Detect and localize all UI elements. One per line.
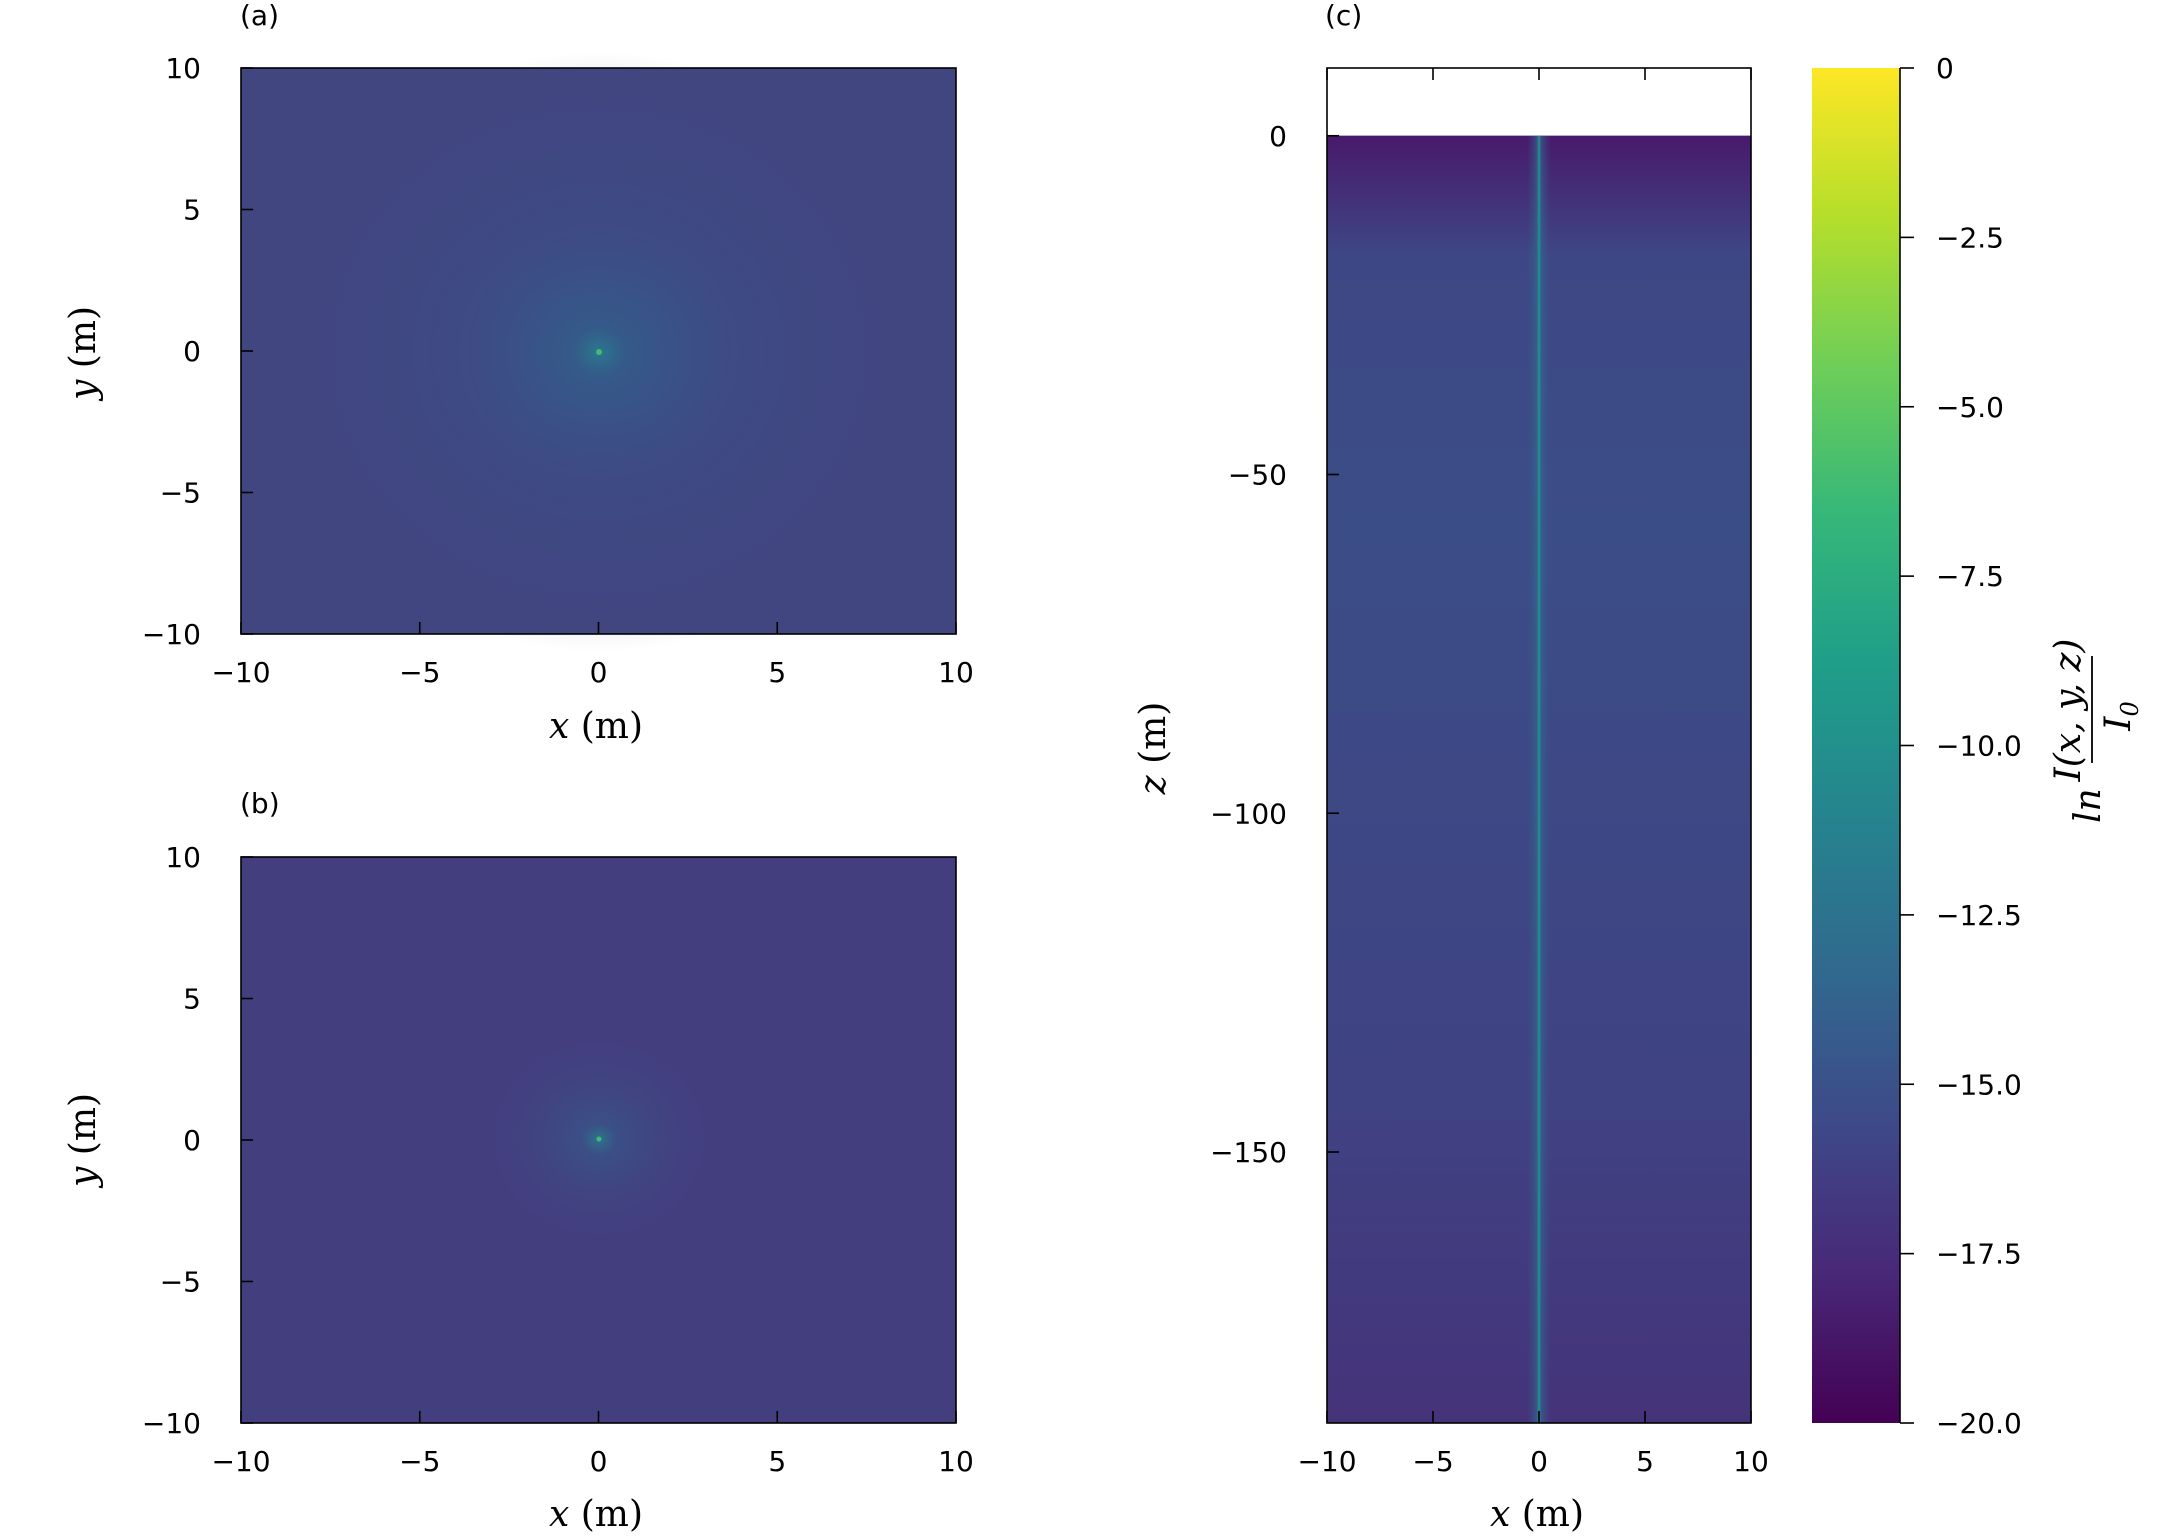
axes-a-ytick-label: 10 xyxy=(165,52,201,85)
axes-a-ytick-label: 5 xyxy=(183,194,201,227)
panel-c: (c) −10 −5 0 5 100−50−100−150 x (m) z (m) xyxy=(1133,0,1769,1535)
axes-a-xtick-label: −10 xyxy=(211,656,270,689)
axes-a-ytick-label: 0 xyxy=(183,335,201,368)
axes-c-ytick-label: 0 xyxy=(1269,120,1287,153)
heatmap-b-source-point xyxy=(596,1136,602,1142)
axes-b-ytick-label: −5 xyxy=(160,1266,201,1299)
axes-b-xtick-label: 0 xyxy=(590,1445,608,1478)
axes-a-ytick-label: −10 xyxy=(142,618,201,651)
axes-a-xtick-label: −5 xyxy=(399,656,440,689)
heatmap-c-beam xyxy=(1527,135,1551,1423)
axes-b-ytick-label: 10 xyxy=(165,841,201,874)
axes-a-ticks: −10 −5 0 5 10 10 5 0 −5 −10 xyxy=(142,52,974,689)
axes-b-ytick-label: 0 xyxy=(183,1124,201,1157)
panel-label-c: (c) xyxy=(1325,0,1362,32)
colorbar-tick-label: −15.0 xyxy=(1936,1068,2022,1101)
colorbar-tick-label: −5.0 xyxy=(1936,391,2004,424)
heatmap-a-source-point xyxy=(596,349,602,355)
axes-c-ytick-label: −100 xyxy=(1210,797,1287,830)
ylabel-c: z (m) xyxy=(1133,702,1174,796)
axes-b-xtick-label: 10 xyxy=(938,1445,974,1478)
axes-a-xtick-label: 5 xyxy=(768,656,786,689)
colorbar-label-numerator: I(x, y, z) xyxy=(2048,639,2089,783)
colorbar-tick-label: −17.5 xyxy=(1936,1238,2022,1271)
axes-c-ticks: −10 −5 0 5 100−50−100−150 xyxy=(1210,68,1769,1478)
axes-b-xtick-label: −5 xyxy=(399,1445,440,1478)
panel-b: (b) −10 −5 0 5 10 10 5 0 −5 −10 x (m) y (m) xyxy=(63,787,974,1535)
axes-b-xtick-label: 5 xyxy=(768,1445,786,1478)
axes-b-ticks: −10 −5 0 5 10 10 5 0 −5 −10 xyxy=(142,841,974,1478)
panel-label-a: (a) xyxy=(240,0,279,32)
colorbar-tick-label: −12.5 xyxy=(1936,899,2022,932)
axes-a-xtick-label: 0 xyxy=(590,656,608,689)
colorbar-gradient xyxy=(1812,68,1900,1423)
axes-c-ytick-label: −50 xyxy=(1228,459,1287,492)
axes-b-ytick-label: 5 xyxy=(183,983,201,1016)
colorbar-label: ln I(x, y, z) I0 xyxy=(2048,639,2144,823)
colorbar-tick-label: −10.0 xyxy=(1936,730,2022,763)
colorbar-tick-label: 0 xyxy=(1936,52,1954,85)
colorbar: 0 −2.5 −5.0 −7.5 −10.0 −12.5 −15.0 −17.5 −20.0 l… xyxy=(1812,52,2144,1440)
axes-c-xtick-label: −10 xyxy=(1297,1445,1356,1478)
xlabel-c: x (m) xyxy=(1490,1494,1584,1535)
axes-b-xtick-label: −10 xyxy=(211,1445,270,1478)
panel-a: (a) −10 −5 0 5 10 10 5 0 −5 −10 x (m) y (m) xyxy=(63,0,974,747)
axes-c-xtick-label: 5 xyxy=(1636,1445,1654,1478)
colorbar-tick-label: −7.5 xyxy=(1936,560,2004,593)
colorbar-tick-label: −20.0 xyxy=(1936,1407,2022,1440)
axes-a-xtick-label: 10 xyxy=(938,656,974,689)
xlabel-a: x (m) xyxy=(549,706,643,747)
colorbar-ticks: 0 −2.5 −5.0 −7.5 −10.0 −12.5 −15.0 −17.5 −20.0 xyxy=(1900,52,2022,1440)
ylabel-a: y (m) xyxy=(63,306,104,402)
panel-label-b: (b) xyxy=(240,787,280,820)
xlabel-b: x (m) xyxy=(549,1494,643,1535)
axes-b-ytick-label: −10 xyxy=(142,1407,201,1440)
axes-c-xtick-label: 0 xyxy=(1530,1445,1548,1478)
axes-c-xtick-label: −5 xyxy=(1412,1445,1453,1478)
axes-c-ytick-label: −150 xyxy=(1210,1136,1287,1169)
colorbar-label-ln: ln xyxy=(2068,788,2109,823)
ylabel-b: y (m) xyxy=(63,1093,104,1189)
axes-a-ytick-label: −5 xyxy=(160,477,201,510)
colorbar-tick-label: −2.5 xyxy=(1936,221,2004,254)
axes-c-xtick-label: 10 xyxy=(1733,1445,1769,1478)
colorbar-label-denominator: I0 xyxy=(2098,701,2144,732)
